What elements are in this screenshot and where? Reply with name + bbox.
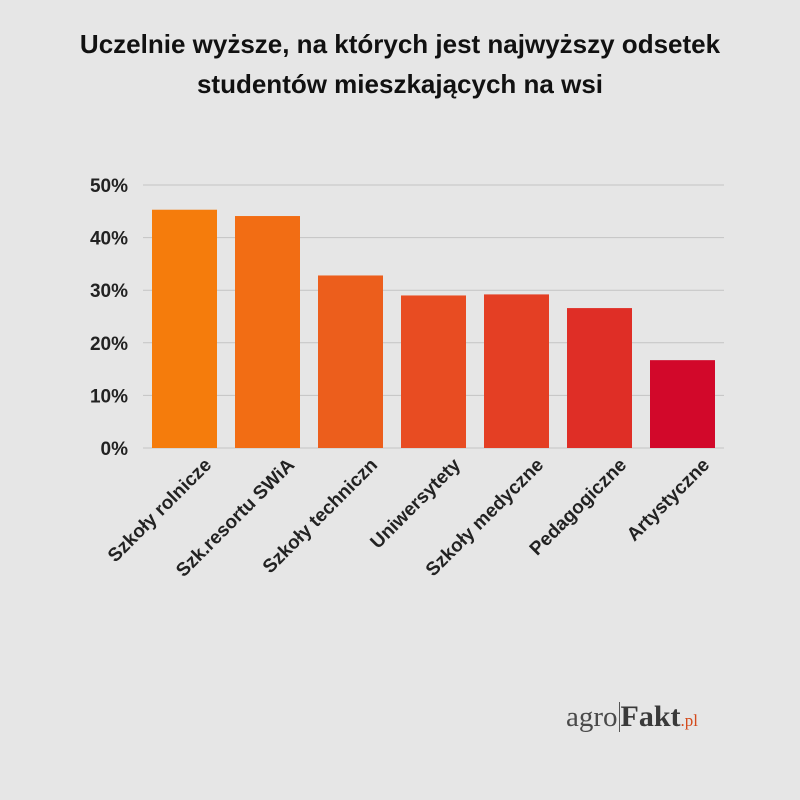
logo-part-pl: .pl: [680, 711, 699, 730]
y-tick-label: 50%: [90, 176, 128, 197]
logo-separator: [618, 702, 620, 732]
y-axis-ticks: 0% 10% 20% 30% 40% 50%: [90, 176, 128, 460]
y-tick-label: 10%: [90, 386, 128, 407]
bars: [152, 209, 715, 448]
bar: [235, 216, 300, 448]
bar: [650, 360, 715, 448]
bar: [567, 308, 632, 448]
x-tick-label: Artystyczne: [623, 455, 714, 546]
logo-part-agro: agro: [566, 701, 618, 733]
title-line-1: Uczelnie wyższe, na których jest najwyżs…: [79, 29, 721, 59]
y-tick-label: 20%: [90, 334, 128, 355]
y-tick-label: 40%: [90, 229, 128, 250]
bar: [401, 295, 466, 448]
y-tick-label: 30%: [90, 281, 128, 302]
bar: [152, 209, 217, 448]
title-line-2: studentów mieszkających na wsi: [196, 69, 604, 99]
y-tick-label: 0%: [101, 439, 129, 460]
agrofakt-logo: agro Fakt.pl: [566, 700, 698, 740]
bar: [484, 294, 549, 448]
chart-title: Uczelnie wyższe, na których jest najwyżs…: [0, 24, 800, 104]
bar: [318, 275, 383, 448]
logo-part-fakt: Fakt: [620, 700, 681, 733]
